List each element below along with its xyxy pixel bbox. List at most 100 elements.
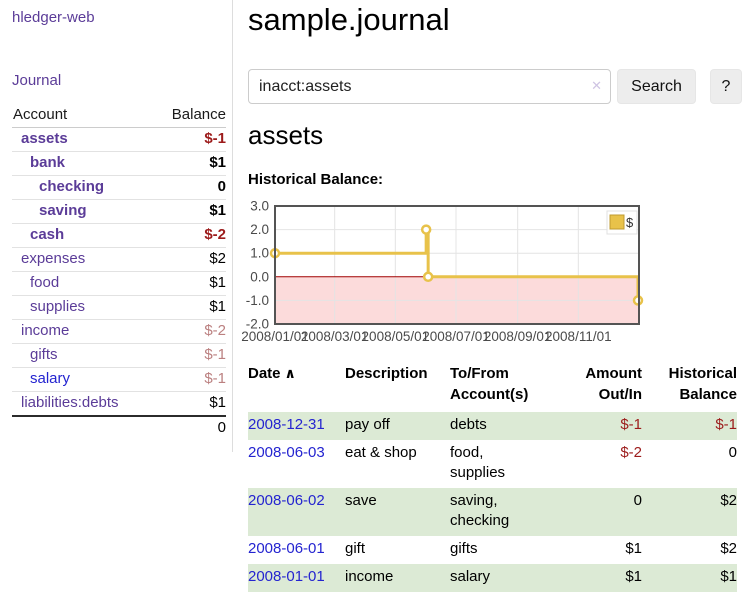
legend-label: $ bbox=[626, 215, 634, 230]
transaction-description: save bbox=[345, 488, 450, 536]
sidebar-account-row: supplies $1 bbox=[12, 295, 226, 320]
transaction-description: income bbox=[345, 564, 450, 592]
register-column-description: Description bbox=[345, 365, 428, 382]
sidebar-account-liabilities-debts[interactable]: liabilities:debts bbox=[21, 394, 119, 411]
register-column-amount: Amount Out/In bbox=[585, 365, 642, 403]
sidebar-account-expenses[interactable]: expenses bbox=[21, 250, 86, 267]
sidebar-account-row: gifts $-1 bbox=[12, 343, 226, 368]
register-row: 2008-06-01 gift gifts $1 $2 bbox=[248, 536, 737, 564]
transaction-amount: $1 bbox=[552, 564, 642, 592]
y-tick-label: 2.0 bbox=[250, 222, 269, 237]
sidebar-column-account: Account bbox=[12, 104, 154, 128]
page-title: sample.journal bbox=[248, 2, 450, 37]
y-tick-label: -1.0 bbox=[246, 293, 269, 308]
transaction-date-link[interactable]: 2008-12-31 bbox=[248, 416, 325, 433]
search-input[interactable] bbox=[248, 69, 611, 104]
transaction-balance: 0 bbox=[728, 444, 737, 461]
x-tick-label: 2008/09/01 bbox=[484, 329, 552, 344]
y-tick-label: 3.0 bbox=[250, 199, 269, 214]
transaction-description: pay off bbox=[345, 412, 450, 440]
search-input-wrap: ✕ bbox=[248, 69, 611, 104]
sidebar-accounts-table: Account Balance assets $-1 bank $1 checking 0… bbox=[12, 104, 226, 439]
transaction-balance: $1 bbox=[642, 564, 737, 592]
y-tick-label: -2.0 bbox=[246, 317, 269, 332]
sidebar-account-cash[interactable]: cash bbox=[30, 226, 65, 243]
sidebar-account-balance: $1 bbox=[153, 271, 226, 296]
register-row: 2008-06-02 save saving, checking 0 $2 bbox=[248, 488, 737, 536]
data-point[interactable] bbox=[420, 224, 432, 235]
search-form: ✕ Search ? bbox=[248, 69, 742, 104]
sidebar-account-balance: $1 bbox=[153, 151, 226, 176]
app-title-link[interactable]: hledger-web bbox=[12, 9, 95, 26]
sidebar-account-supplies[interactable]: supplies bbox=[30, 298, 86, 315]
transaction-amount: $-2 bbox=[620, 444, 642, 461]
sidebar-account-balance: $-1 bbox=[153, 343, 226, 368]
sidebar-account-assets[interactable]: assets bbox=[21, 130, 68, 147]
transaction-balance: $2 bbox=[642, 488, 737, 536]
register-column-to-from: To/From Account(s) bbox=[450, 365, 529, 403]
sidebar-account-row: salary $-1 bbox=[12, 367, 226, 392]
transaction-description: gift bbox=[345, 540, 366, 557]
search-button[interactable]: Search bbox=[617, 69, 696, 104]
transaction-date-link[interactable]: 2008-06-03 bbox=[248, 444, 325, 461]
sidebar-total-balance: 0 bbox=[153, 415, 226, 439]
data-point[interactable] bbox=[422, 271, 434, 283]
transaction-date-link[interactable]: 2008-06-02 bbox=[248, 492, 325, 509]
clear-search-icon[interactable]: ✕ bbox=[591, 78, 602, 93]
account-heading: assets bbox=[248, 120, 324, 150]
sidebar-item-journal[interactable]: Journal bbox=[12, 72, 62, 89]
transaction-accounts: saving, checking bbox=[450, 488, 552, 536]
sidebar-account-balance: 0 bbox=[153, 175, 226, 200]
x-tick-label: 2008/05/01 bbox=[362, 329, 430, 344]
sidebar-account-gifts[interactable]: gifts bbox=[30, 346, 58, 363]
sidebar-account-balance: $2 bbox=[153, 247, 226, 272]
sort-ascending-icon[interactable]: ∧ bbox=[284, 365, 296, 381]
y-tick-label: 1.0 bbox=[250, 246, 269, 261]
transaction-accounts: debts bbox=[450, 412, 552, 440]
help-button[interactable]: ? bbox=[710, 69, 742, 104]
transaction-date-link[interactable]: 2008-06-01 bbox=[248, 540, 325, 557]
transaction-description: eat & shop bbox=[345, 444, 417, 461]
historical-balance-chart[interactable]: $3.0 2.0 1.0 0.0 -1.0 -2.0 2008/01/01 2008/03/0… bbox=[241, 199, 668, 349]
register-row: 2008-12-31 pay off debts $-1 $-1 bbox=[248, 412, 737, 440]
sidebar-account-balance: $1 bbox=[209, 394, 226, 411]
sidebar-account-saving[interactable]: saving bbox=[39, 202, 87, 219]
sidebar-total-row: 0 bbox=[12, 415, 226, 439]
sidebar-account-bank[interactable]: bank bbox=[30, 154, 66, 171]
register-column-date[interactable]: Date ∧ bbox=[248, 365, 296, 382]
register-header-row: Date ∧ Description To/From Account(s) Amount O… bbox=[248, 360, 737, 412]
transaction-amount: $1 bbox=[625, 540, 642, 557]
transaction-balance: $2 bbox=[720, 540, 737, 557]
transaction-amount: 0 bbox=[552, 488, 642, 536]
sidebar-account-row: saving $1 bbox=[12, 199, 226, 224]
sidebar-account-row: bank $1 bbox=[12, 151, 226, 176]
sidebar-account-income[interactable]: income bbox=[21, 322, 70, 339]
sidebar-account-balance: $-2 bbox=[153, 319, 226, 344]
sidebar-account-balance: $-2 bbox=[153, 223, 226, 248]
transaction-accounts: gifts bbox=[450, 540, 478, 557]
chart-canvas[interactable]: $3.0 2.0 1.0 0.0 -1.0 -2.02008/01/012008/03/0… bbox=[241, 199, 668, 349]
sidebar-account-salary[interactable]: salary bbox=[30, 370, 71, 387]
register-body: 2008-12-31 pay off debts $-1 $-1 2008-06-03 ea… bbox=[248, 412, 737, 592]
transaction-accounts: salary bbox=[450, 564, 552, 592]
x-tick-label: 2008/11/01 bbox=[545, 329, 612, 344]
sidebar-account-row: income $-2 bbox=[12, 319, 226, 344]
sidebar-account-row: cash $-2 bbox=[12, 223, 226, 248]
transaction-date-link[interactable]: 2008-01-01 bbox=[248, 568, 325, 585]
sidebar-account-row: checking 0 bbox=[12, 175, 226, 200]
sidebar-account-balance: $-1 bbox=[153, 127, 226, 152]
x-tick-label: 2008/07/01 bbox=[422, 329, 490, 344]
register-table: Date ∧ Description To/From Account(s) Amount O… bbox=[248, 360, 737, 592]
sidebar-column-balance: Balance bbox=[153, 104, 226, 128]
x-tick-label: 2008/03/01 bbox=[301, 329, 369, 344]
sidebar-account-row: liabilities:debts $1 bbox=[12, 392, 226, 417]
transaction-amount: $-1 bbox=[552, 412, 642, 440]
x-tick-label: 2008/01/01 bbox=[241, 329, 309, 344]
legend-swatch bbox=[609, 214, 625, 230]
sidebar: hledger-web Journal Account Balance asse… bbox=[0, 0, 233, 452]
register-row: 2008-06-03 eat & shop food, supplies $-2 0 bbox=[248, 440, 737, 488]
sidebar-accounts-body: assets $-1 bank $1 checking 0 saving $1 cash $-2 e… bbox=[12, 127, 226, 417]
register-column-historical: Historical Balance bbox=[668, 365, 737, 403]
sidebar-account-checking[interactable]: checking bbox=[39, 178, 105, 195]
sidebar-account-food[interactable]: food bbox=[30, 274, 60, 291]
